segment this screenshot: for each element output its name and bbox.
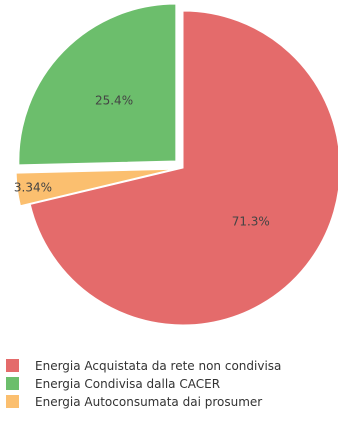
pie-slices: [15, 3, 338, 326]
pie-slice: [18, 3, 177, 166]
legend-swatch: [6, 395, 19, 408]
legend-label: Energia Condivisa dalla CACER: [35, 377, 220, 391]
pie-slice-label: 71.3%: [232, 215, 270, 229]
pie-slice: [15, 168, 174, 207]
legend-label: Energia Autoconsumata dai prosumer: [35, 395, 262, 409]
pie-slice-label: 25.4%: [95, 94, 133, 108]
legend-label: Energia Acquistata da rete non condivisa: [35, 359, 281, 373]
legend-swatch: [6, 377, 19, 390]
legend: Energia Acquistata da rete non condivisa…: [6, 359, 281, 409]
legend-swatch: [6, 359, 19, 372]
pie-slice-labels: 71.3% 3.34% 25.4%: [14, 94, 270, 229]
pie-slice: [29, 10, 338, 326]
pie-slice-label: 3.34%: [14, 181, 52, 195]
